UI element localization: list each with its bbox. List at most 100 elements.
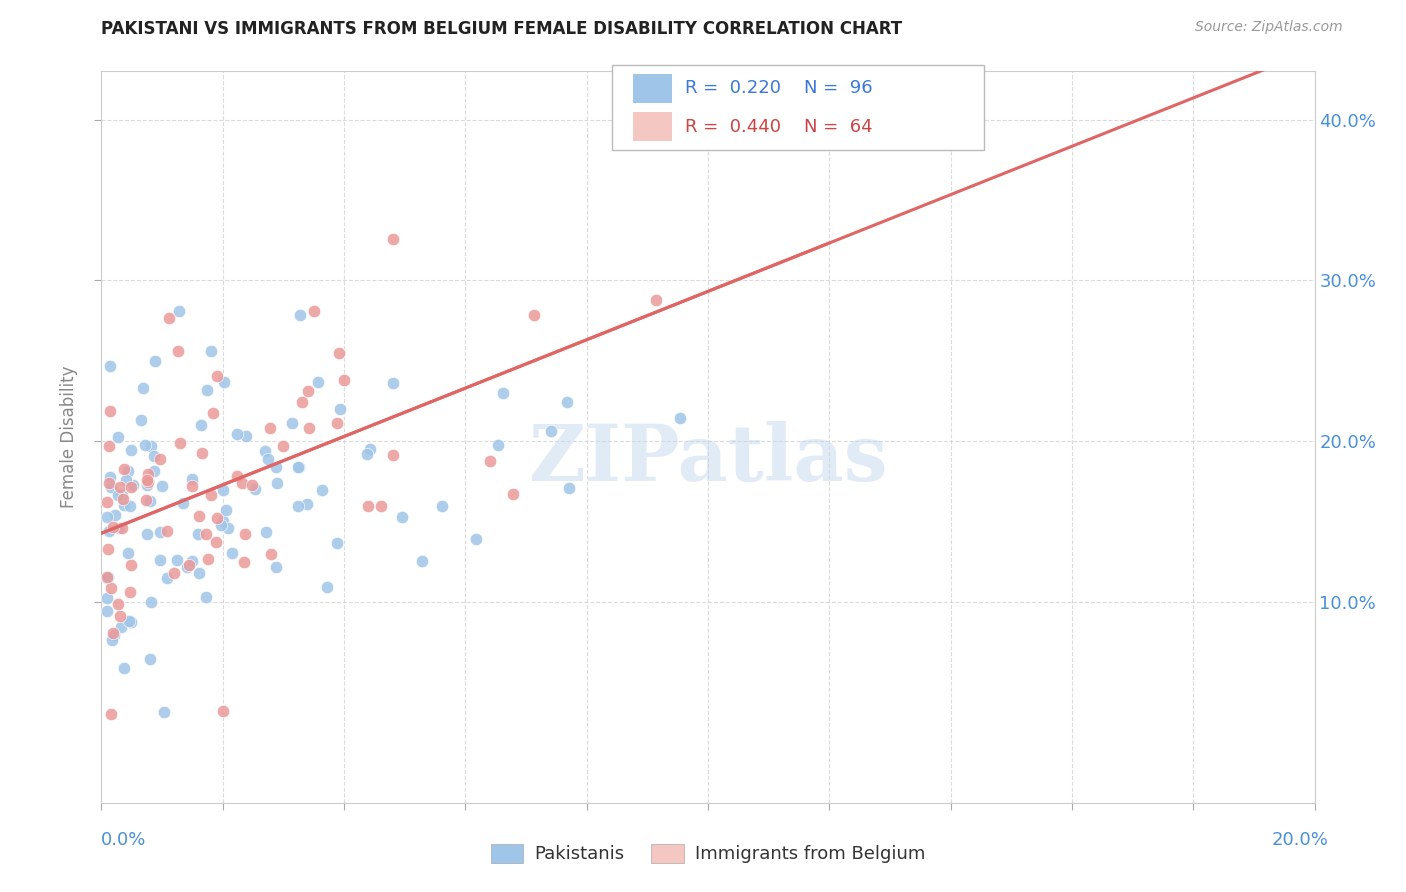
Point <box>382 232 405 246</box>
Point <box>557 395 579 409</box>
Point <box>138 493 160 508</box>
Point <box>391 509 413 524</box>
Point <box>156 571 179 585</box>
Point <box>195 383 218 397</box>
Point <box>153 705 176 719</box>
Point <box>243 482 266 496</box>
Point <box>259 547 281 561</box>
Y-axis label: Female Disability: Female Disability <box>60 366 79 508</box>
Point <box>253 444 276 458</box>
Point <box>212 514 235 528</box>
Point <box>142 464 165 478</box>
Point <box>120 558 142 572</box>
Point <box>96 570 118 584</box>
Point <box>191 446 214 460</box>
Point <box>326 536 349 550</box>
Point <box>149 553 172 567</box>
Point <box>96 571 118 585</box>
Point <box>149 452 172 467</box>
Point <box>311 483 333 497</box>
Point <box>129 413 152 427</box>
Point <box>217 521 239 535</box>
Point <box>180 479 202 493</box>
Point <box>100 707 122 722</box>
Point <box>235 428 257 442</box>
Point <box>329 402 352 417</box>
Point <box>142 450 165 464</box>
Point <box>96 494 118 508</box>
Point <box>225 469 247 483</box>
Point <box>120 480 142 494</box>
Point <box>132 381 155 395</box>
Point <box>232 556 254 570</box>
Point <box>212 375 235 389</box>
Point <box>271 439 294 453</box>
Point <box>108 480 131 494</box>
Point <box>136 478 159 492</box>
Point <box>167 304 190 318</box>
Point <box>111 521 134 535</box>
Point <box>233 526 256 541</box>
Point <box>205 368 228 383</box>
Point <box>479 454 502 468</box>
Legend: Pakistanis, Immigrants from Belgium: Pakistanis, Immigrants from Belgium <box>484 837 932 871</box>
Point <box>302 304 325 318</box>
Text: ZIPatlas: ZIPatlas <box>529 421 887 497</box>
Point <box>179 558 201 573</box>
Point <box>290 308 312 322</box>
Point <box>112 492 135 507</box>
Point <box>169 436 191 450</box>
Point <box>107 488 129 502</box>
Point <box>120 442 142 457</box>
Point <box>188 508 211 523</box>
Point <box>120 499 142 513</box>
Point <box>187 527 209 541</box>
Point <box>225 427 247 442</box>
Point <box>181 472 204 486</box>
Point <box>558 481 581 495</box>
Point <box>200 343 222 358</box>
Point <box>430 499 453 513</box>
Point <box>181 554 204 568</box>
Point <box>115 473 138 487</box>
Point <box>266 476 288 491</box>
Point <box>195 526 218 541</box>
Point <box>96 604 118 618</box>
Point <box>281 417 304 431</box>
Point <box>96 510 118 524</box>
Text: 20.0%: 20.0% <box>1272 831 1329 849</box>
Point <box>188 566 211 580</box>
Point <box>150 479 173 493</box>
Point <box>107 430 129 444</box>
Point <box>110 620 132 634</box>
Point <box>118 585 141 599</box>
Point <box>200 488 222 502</box>
Point <box>328 346 350 360</box>
Point <box>202 407 225 421</box>
Point <box>172 496 194 510</box>
Point <box>356 447 378 461</box>
Point <box>254 525 277 540</box>
Point <box>298 421 321 435</box>
Point <box>107 521 129 535</box>
Text: 0.0%: 0.0% <box>101 831 146 849</box>
Point <box>96 591 118 605</box>
Point <box>143 354 166 368</box>
Point <box>315 580 337 594</box>
Point <box>307 375 329 389</box>
Point <box>162 566 184 580</box>
Point <box>381 376 404 390</box>
Point <box>333 373 356 387</box>
Point <box>215 503 238 517</box>
Point <box>167 344 190 359</box>
Point <box>98 470 121 484</box>
Point <box>100 632 122 647</box>
Point <box>136 474 159 488</box>
Point <box>295 497 318 511</box>
Point <box>110 487 132 501</box>
Point <box>297 384 319 399</box>
Point <box>204 535 226 549</box>
Point <box>104 508 127 523</box>
Text: Source: ZipAtlas.com: Source: ZipAtlas.com <box>1195 20 1343 34</box>
Text: R =  0.220    N =  96: R = 0.220 N = 96 <box>685 79 872 97</box>
